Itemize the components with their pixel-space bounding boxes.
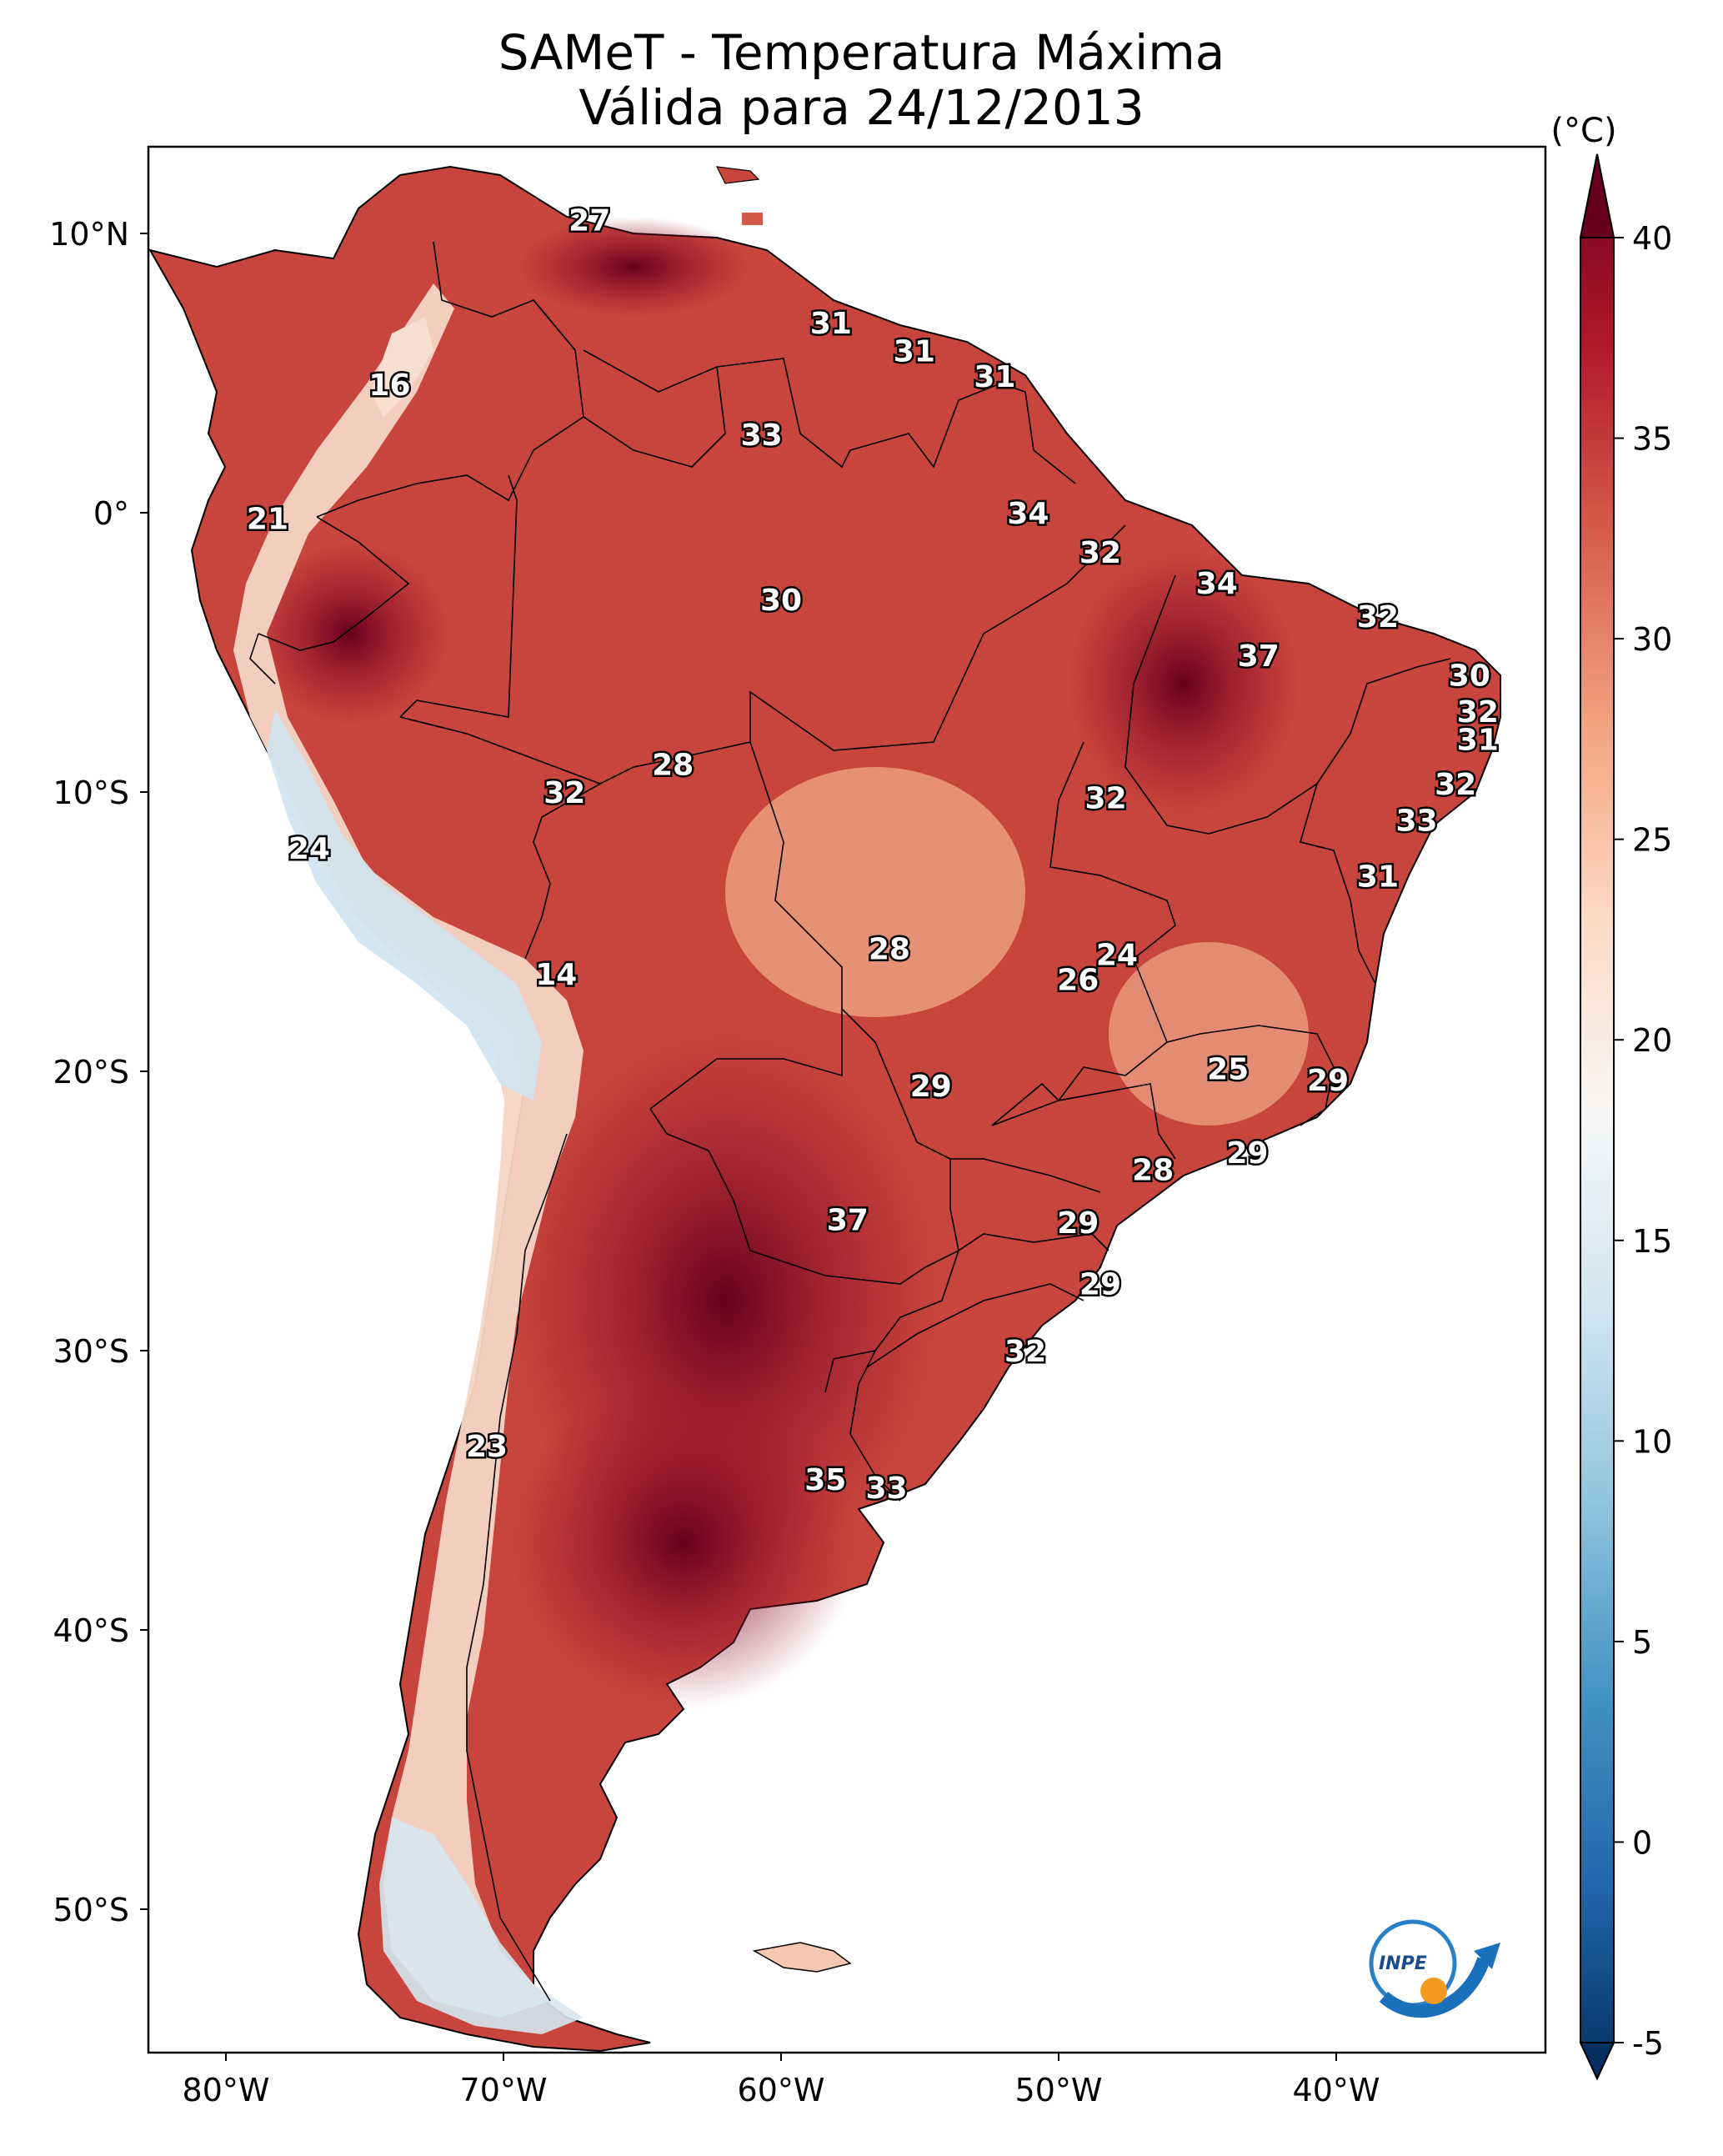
colorbar-tick-label: 30 bbox=[1632, 621, 1672, 658]
svg-text:INPE: INPE bbox=[1379, 1953, 1427, 1974]
temperature-point-label: 32 bbox=[1457, 695, 1499, 730]
temperature-point-label: 32 bbox=[1357, 600, 1399, 634]
colorbar-max-extension bbox=[1579, 153, 1615, 238]
falkland-islands bbox=[752, 1942, 852, 1973]
temperature-point-label: 26 bbox=[1057, 963, 1099, 997]
temperature-point-label: 25 bbox=[1207, 1053, 1249, 1087]
lat-tick-label: 20°S bbox=[53, 1054, 129, 1091]
temperature-point-label: 24 bbox=[288, 832, 330, 866]
temperature-point-label: 29 bbox=[1057, 1206, 1099, 1241]
temperature-point-label: 33 bbox=[741, 419, 783, 453]
heat-core-pampas bbox=[508, 1376, 859, 1709]
lon-tick-label: 60°W bbox=[738, 2072, 825, 2108]
temperature-point-label: 32 bbox=[1079, 536, 1121, 570]
temperature-point-label: 33 bbox=[1396, 805, 1438, 839]
colorbar-tick-label: 40 bbox=[1632, 220, 1672, 257]
colorbar-tick-label: -5 bbox=[1632, 2025, 1664, 2062]
lat-tick-label: 10°N bbox=[49, 216, 129, 253]
temperature-point-label: 28 bbox=[652, 749, 694, 783]
temperature-point-label: 29 bbox=[1307, 1064, 1349, 1098]
lat-tick-label: 40°S bbox=[53, 1612, 129, 1649]
temperature-point-label: 24 bbox=[1096, 938, 1138, 972]
temperature-point-label: 28 bbox=[1132, 1153, 1174, 1187]
lon-tick-label: 70°W bbox=[460, 2072, 548, 2108]
temperature-point-label: 31 bbox=[974, 360, 1015, 394]
colorbar-tick-label: 15 bbox=[1632, 1223, 1672, 1260]
temperature-point-label: 37 bbox=[827, 1204, 869, 1238]
temperature-point-label: 32 bbox=[1004, 1335, 1046, 1369]
temperature-point-label: 14 bbox=[535, 958, 577, 992]
map-plot-area bbox=[148, 147, 1545, 2053]
bogota-cool-spot bbox=[371, 317, 433, 417]
temperature-point-label: 29 bbox=[910, 1070, 952, 1104]
map-frame-border bbox=[147, 145, 1547, 2054]
colorbar-tick-label: 10 bbox=[1632, 1423, 1672, 1460]
lon-tick-label: 40°W bbox=[1293, 2072, 1380, 2108]
map-title: SAMeT - Temperatura Máxima bbox=[498, 24, 1225, 81]
temperature-point-label: 30 bbox=[1449, 659, 1490, 693]
lat-tick-label: 30°S bbox=[53, 1333, 129, 1370]
temperature-point-label: 31 bbox=[1357, 860, 1399, 895]
longitude-axis: 80°W 70°W 60°W 50°W 40°W bbox=[183, 2053, 1380, 2108]
heat-core-amazon-west bbox=[250, 542, 450, 725]
colorbar-min-extension bbox=[1579, 2042, 1615, 2081]
temperature-point-label: 31 bbox=[894, 335, 935, 369]
temperature-point-label: 23 bbox=[466, 1430, 508, 1464]
temperature-point-label: 33 bbox=[865, 1472, 907, 1506]
temperature-point-label: 30 bbox=[760, 584, 802, 618]
colorbar-unit: (°C) bbox=[1550, 112, 1616, 150]
andes-cold-core bbox=[267, 709, 542, 1101]
temperature-point-label: 21 bbox=[247, 503, 288, 537]
lat-tick-label: 10°S bbox=[53, 775, 129, 811]
patagonia-cold-zone bbox=[379, 1818, 584, 2034]
colorbar-tick-label: 5 bbox=[1632, 1624, 1652, 1661]
caribbean-island bbox=[715, 166, 760, 184]
inpe-logo: INPE bbox=[1369, 1919, 1500, 2018]
latitude-axis: 10°N 0° 10°S 20°S 30°S 40°S 50°S bbox=[49, 216, 148, 1928]
lon-tick-label: 50°W bbox=[1015, 2072, 1103, 2108]
temperature-point-label: 32 bbox=[1435, 768, 1476, 802]
colorbar-tick-label: 20 bbox=[1632, 1022, 1672, 1059]
map-subtitle: Válida para 24/12/2013 bbox=[579, 79, 1144, 136]
temperature-point-label: 34 bbox=[1007, 497, 1049, 531]
country-borders bbox=[249, 241, 1451, 2002]
temperature-point-label: 37 bbox=[1238, 639, 1280, 674]
lon-tick-label: 80°W bbox=[183, 2072, 270, 2108]
temperature-point-label: 28 bbox=[869, 933, 910, 967]
heat-core-venezuela bbox=[517, 217, 750, 317]
cool-minas-gerais bbox=[1109, 942, 1309, 1126]
temperature-point-label: 27 bbox=[568, 203, 610, 238]
lat-tick-label: 0° bbox=[93, 495, 129, 532]
colorbar: 40 35 30 25 20 15 10 5 0 -5 (°C) bbox=[1550, 112, 1672, 2081]
temperature-point-label: 32 bbox=[1085, 782, 1127, 816]
colorbar-tick-label: 25 bbox=[1632, 822, 1672, 859]
lat-tick-label: 50°S bbox=[53, 1892, 129, 1928]
temperature-point-label: 29 bbox=[1079, 1268, 1121, 1302]
cool-central-brazil bbox=[725, 767, 1025, 1017]
temperature-point-label: 35 bbox=[804, 1463, 846, 1497]
colorbar-tick-label: 35 bbox=[1632, 421, 1672, 458]
trinidad-island bbox=[742, 213, 763, 225]
temperature-point-label: 32 bbox=[543, 776, 585, 810]
colorbar-tick-label: 0 bbox=[1632, 1824, 1652, 1861]
andes-cool-band bbox=[233, 283, 584, 2018]
temperature-point-label: 16 bbox=[368, 369, 410, 403]
temperature-point-label: 31 bbox=[1457, 723, 1499, 757]
temperature-point-label: 34 bbox=[1196, 567, 1238, 601]
temperature-point-label: 29 bbox=[1226, 1136, 1268, 1171]
heat-core-northeast bbox=[1067, 550, 1300, 817]
temperature-point-label: 31 bbox=[810, 307, 852, 341]
